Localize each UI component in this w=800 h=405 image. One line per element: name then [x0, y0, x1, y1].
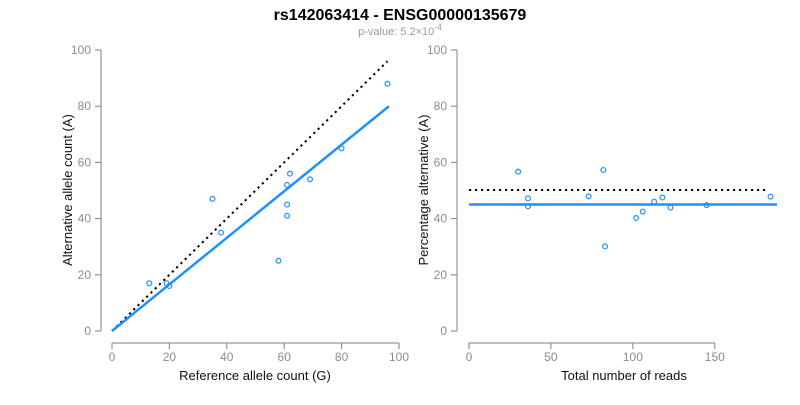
figure-subtitle-exponent: -4 — [434, 22, 442, 32]
x-tick-label: 150 — [705, 350, 725, 364]
data-point — [767, 193, 774, 200]
data-point — [515, 168, 522, 175]
y-tick-label: 60 — [434, 155, 448, 169]
data-point — [384, 80, 391, 87]
x-axis-title: Total number of reads — [561, 368, 687, 383]
x-tick-label: 0 — [466, 350, 473, 364]
data-point — [524, 203, 531, 210]
x-tick-label: 20 — [163, 350, 177, 364]
y-tick-label: 20 — [434, 268, 448, 282]
data-point — [600, 166, 607, 173]
y-tick-label: 80 — [78, 99, 92, 113]
data-point — [667, 204, 674, 211]
data-point — [651, 198, 658, 205]
data-point — [284, 181, 291, 188]
data-point — [633, 215, 640, 222]
data-point — [284, 212, 291, 219]
y-axis-title: Percentage alternative (A) — [416, 114, 431, 265]
x-axis-title: Reference allele count (G) — [179, 368, 331, 383]
y-tick-label: 80 — [434, 99, 448, 113]
data-point — [338, 145, 345, 152]
x-tick-label: 100 — [623, 350, 643, 364]
x-tick-label: 80 — [335, 350, 349, 364]
data-point — [585, 193, 592, 200]
data-point — [284, 201, 291, 208]
figure-title: rs142063414 - ENSG00000135679 — [274, 7, 527, 24]
y-tick-label: 20 — [78, 268, 92, 282]
data-point — [146, 280, 153, 287]
x-tick-label: 100 — [389, 350, 409, 364]
data-point — [209, 195, 216, 202]
y-tick-label: 100 — [71, 43, 91, 57]
data-point — [307, 176, 314, 183]
data-point — [524, 195, 531, 202]
data-point — [286, 170, 293, 177]
y-tick-label: 100 — [427, 43, 447, 57]
y-tick-label: 40 — [78, 212, 92, 226]
data-point — [639, 208, 646, 215]
x-tick-label: 50 — [544, 350, 558, 364]
data-point — [602, 243, 609, 250]
figure-subtitle: p-value: 5.2×10-4 — [358, 22, 442, 38]
y-tick-label: 60 — [78, 155, 92, 169]
figure-subtitle-base: p-value: 5.2×10 — [358, 26, 434, 38]
identity-line — [111, 60, 389, 332]
data-point — [218, 229, 225, 236]
y-tick-label: 0 — [84, 324, 91, 338]
data-point — [166, 283, 173, 290]
data-point — [275, 257, 282, 264]
data-point — [163, 280, 170, 287]
x-tick-label: 40 — [220, 350, 234, 364]
scatter-panel-counts: 0 20 40 60 80 100 0 20 40 60 80 100 Reference allele… — [60, 43, 409, 383]
y-tick-label: 0 — [440, 324, 447, 338]
data-point — [659, 194, 666, 201]
scatter-panel-percentage: 0 20 40 60 80 100 0 50 100 150 Total number of rea… — [416, 43, 778, 383]
data-point — [703, 202, 710, 209]
x-tick-label: 60 — [278, 350, 292, 364]
fit-line — [111, 105, 390, 332]
y-tick-label: 40 — [434, 212, 448, 226]
y-axis-title: Alternative allele count (A) — [60, 114, 75, 266]
x-tick-label: 0 — [109, 350, 116, 364]
